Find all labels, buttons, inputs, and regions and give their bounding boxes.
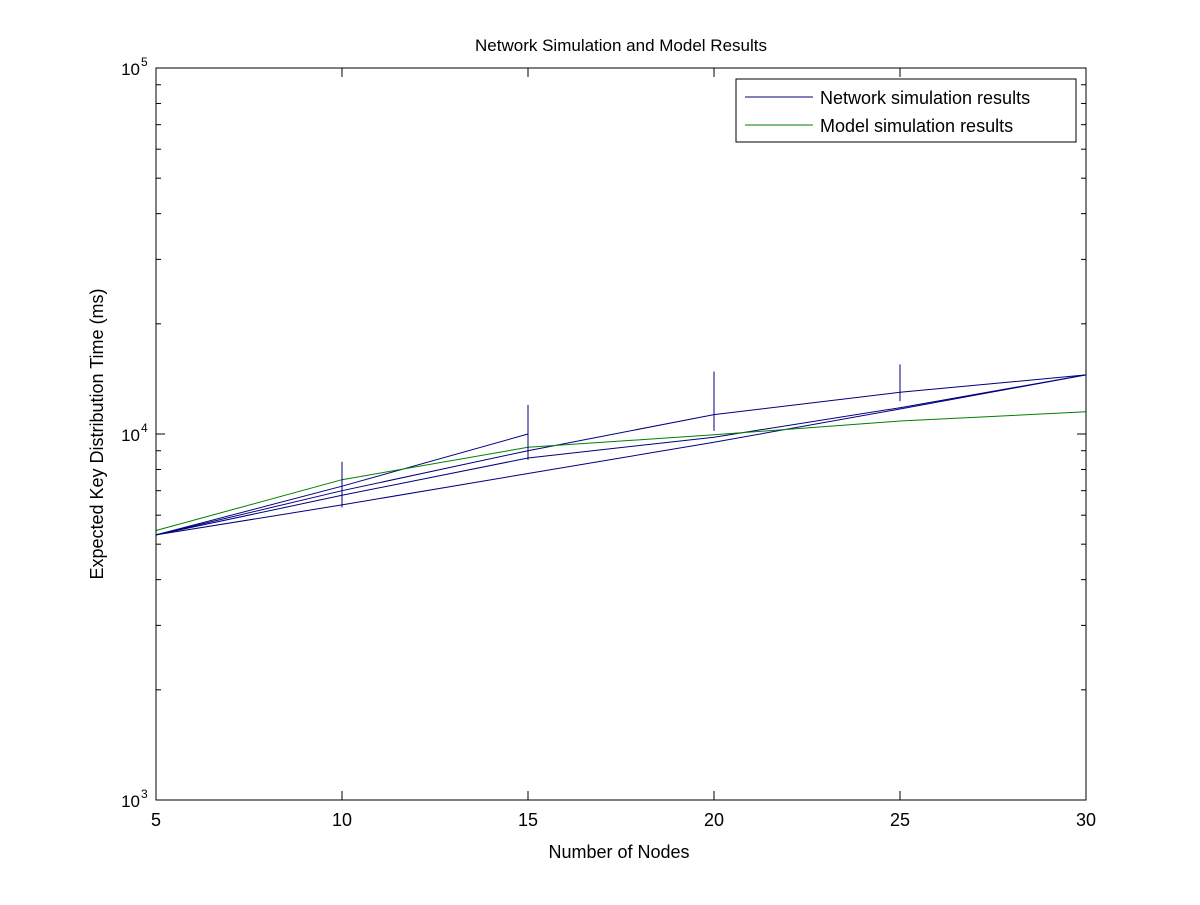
y-tick-label-1: 10 4 [121, 421, 148, 445]
y-tick-label-exp-1: 4 [141, 421, 148, 435]
legend-label-network: Network simulation results [820, 88, 1030, 108]
legend: Network simulation results Model simulat… [735, 78, 1077, 143]
ticks-layer [155, 67, 1087, 801]
y-tick-label-2: 10 5 [121, 55, 148, 79]
series-layer [155, 374, 1087, 536]
y-tick-label-exp-2: 5 [141, 55, 148, 69]
model-series-line-4 [155, 411, 1087, 531]
network-series-line-2 [155, 374, 1087, 536]
x-tick-label-5: 30 [1076, 810, 1096, 830]
errorbar-layer [341, 364, 901, 508]
legend-label-model: Model simulation results [820, 116, 1013, 136]
x-tick-labels: 5 10 15 20 25 30 [151, 810, 1096, 830]
x-tick-label-4: 25 [890, 810, 910, 830]
x-tick-label-0: 5 [151, 810, 161, 830]
y-tick-label-base-0: 10 [121, 792, 140, 811]
network-series-line-3 [155, 374, 1087, 536]
legend-box [735, 78, 1077, 143]
x-tick-label-2: 15 [518, 810, 538, 830]
y-tick-label-0: 10 3 [121, 787, 148, 811]
chart-title: Network Simulation and Model Results [475, 36, 767, 55]
network-series-line-1 [155, 374, 1087, 536]
y-tick-label-base-2: 10 [121, 60, 140, 79]
plot-area [156, 68, 1086, 800]
x-axis-label: Number of Nodes [548, 842, 689, 862]
y-tick-label-exp-0: 3 [141, 787, 148, 801]
x-tick-label-1: 10 [332, 810, 352, 830]
y-axis-label: Expected Key Distribution Time (ms) [87, 288, 107, 579]
y-tick-label-base-1: 10 [121, 426, 140, 445]
x-tick-label-3: 20 [704, 810, 724, 830]
